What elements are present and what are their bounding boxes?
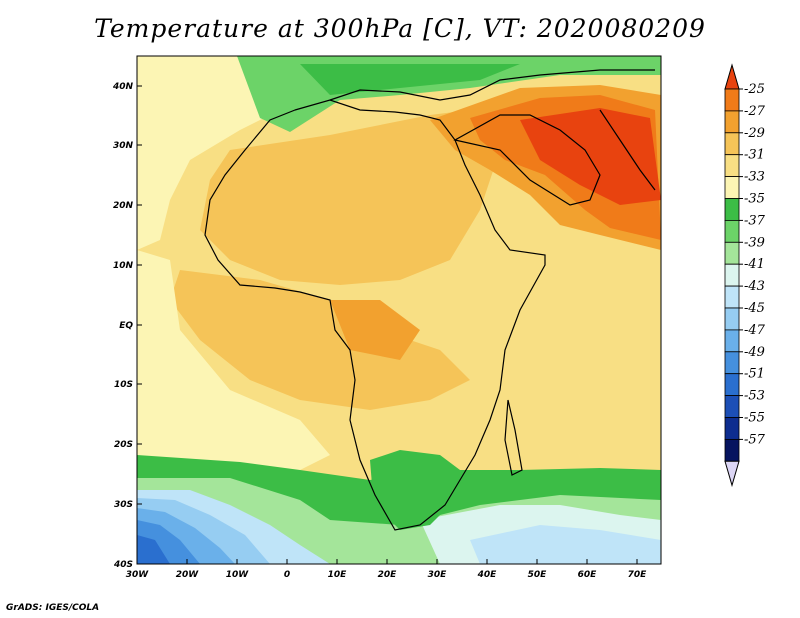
- colorbar-label: -37: [744, 213, 766, 228]
- colorbar: -25 -27 -29 -31 -33 -35 -37 -39 -41 -43 -45 -47 -49 -…: [724, 63, 766, 488]
- x-tick-label: 10W: [226, 570, 250, 580]
- colorbar-label: -29: [744, 126, 765, 141]
- x-tick-label: 40E: [477, 570, 498, 580]
- colorbar-swatch: [724, 110, 740, 134]
- y-axis-labels: 40S 30S 20S 10S EQ 10N 20N 30N 40N: [112, 82, 134, 570]
- colorbar-label: -55: [744, 411, 765, 426]
- colorbar-swatch: [724, 329, 740, 353]
- colorbar-label: -51: [744, 367, 765, 382]
- grads-credit: GrADS: IGES/COLA: [6, 603, 100, 613]
- y-tick-label: 30N: [113, 141, 134, 151]
- x-tick-label: 20E: [378, 570, 398, 580]
- x-tick-label: 30E: [428, 570, 448, 580]
- map-title: Temperature at 300hPa [C], VT: 202008020…: [94, 14, 706, 43]
- y-tick-label: EQ: [119, 321, 133, 331]
- x-axis-ticks: [136, 559, 638, 564]
- colorbar-swatch: [724, 395, 740, 418]
- colorbar-swatch: [724, 285, 740, 309]
- colorbar-label: -57: [744, 432, 766, 447]
- colorbar-swatch: [724, 241, 740, 265]
- temperature-fields: [137, 56, 661, 564]
- x-tick-label: 60E: [578, 570, 598, 580]
- colorbar-label: -39: [744, 235, 765, 250]
- y-tick-label: 30S: [114, 500, 133, 510]
- colorbar-swatch: [724, 176, 740, 199]
- colorbar-swatch: [724, 88, 740, 112]
- x-tick-label: 10E: [328, 570, 348, 580]
- y-tick-label: 20S: [114, 440, 133, 450]
- colorbar-label: -43: [744, 279, 765, 294]
- colorbar-swatch: [724, 373, 740, 397]
- colorbar-swatch: [724, 198, 740, 221]
- x-tick-label: 20W: [176, 570, 200, 580]
- y-tick-label: 40N: [112, 82, 134, 92]
- x-tick-label: 30W: [126, 570, 150, 580]
- colorbar-label: -49: [744, 345, 765, 360]
- colorbar-swatch: [724, 263, 740, 287]
- colorbar-swatch: [724, 219, 740, 243]
- x-axis-labels: 30W 20W 10W 0 10E 20E 30E 40E 50E 60E 70…: [126, 570, 647, 580]
- colorbar-swatch: [724, 132, 740, 156]
- y-axis-ticks: [137, 85, 142, 565]
- colorbar-swatch: [724, 307, 740, 331]
- colorbar-label: -41: [744, 257, 765, 272]
- colorbar-label: -25: [744, 82, 765, 97]
- colorbar-swatch: [724, 417, 740, 440]
- y-tick-label: 10N: [113, 261, 134, 271]
- colorbar-label: -47: [744, 323, 766, 338]
- colorbar-swatch: [724, 351, 740, 375]
- colorbar-label: -53: [744, 389, 765, 404]
- colorbar-max-arrow: [724, 63, 740, 90]
- colorbar-min-arrow: [724, 460, 740, 488]
- y-tick-label: 20N: [113, 201, 134, 211]
- colorbar-swatch: [724, 438, 740, 462]
- x-tick-label: 50E: [528, 570, 548, 580]
- x-tick-label: 70E: [628, 570, 648, 580]
- coastline-overlay: [204, 69, 656, 531]
- colorbar-label: -33: [744, 170, 765, 185]
- colorbar-label: -45: [744, 301, 765, 316]
- x-tick-label: 0: [284, 570, 290, 580]
- y-tick-label: 10S: [114, 380, 133, 390]
- y-tick-label: 40S: [113, 560, 133, 570]
- colorbar-label: -27: [744, 104, 766, 119]
- colorbar-label: -35: [744, 192, 765, 207]
- map-frame: [136, 55, 662, 565]
- colorbar-swatch: [724, 154, 740, 177]
- colorbar-label: -31: [744, 148, 765, 163]
